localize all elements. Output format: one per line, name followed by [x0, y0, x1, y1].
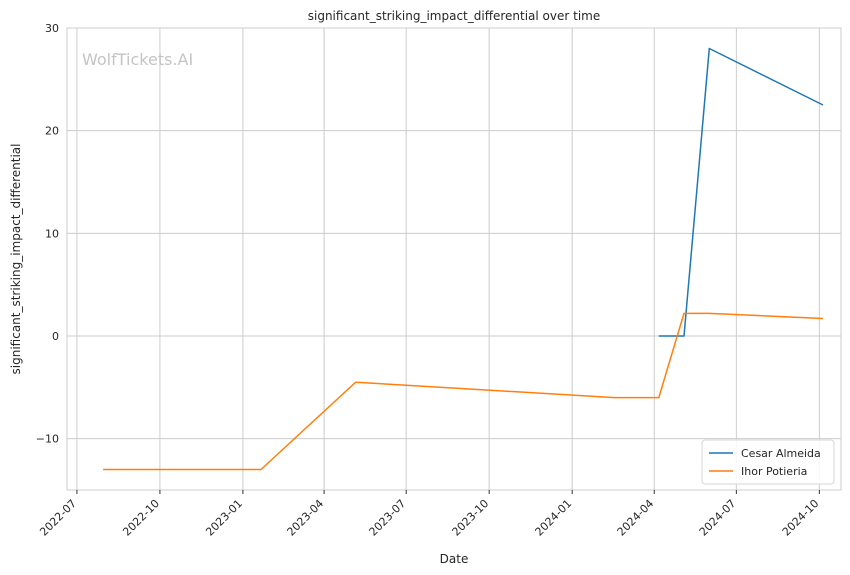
legend-label-cesar-almeida: Cesar Almeida: [741, 447, 821, 460]
x-axis-label: Date: [440, 552, 469, 566]
watermark: WolfTickets.AI: [82, 50, 193, 69]
y-tick-label: −10: [36, 433, 59, 446]
y-tick-label: 0: [52, 330, 59, 343]
y-tick-label: 30: [45, 22, 59, 35]
chart-title: significant_striking_impact_differential…: [308, 9, 600, 23]
series-line-ihor-potieria: [103, 312, 824, 471]
y-axis-ticks: −10 0 10 20 30: [36, 22, 59, 446]
grid-lines: [67, 27, 841, 490]
y-tick-label: 20: [45, 125, 59, 138]
legend: Cesar Almeida Ihor Potieria: [701, 439, 835, 485]
series-line-cesar-almeida: [658, 47, 824, 337]
legend-box: [701, 439, 835, 485]
series-lines: [103, 47, 824, 471]
legend-label-ihor-potieria: Ihor Potieria: [741, 465, 807, 478]
y-axis-label: significant_striking_impact_differential: [9, 144, 23, 375]
plot-frame: [66, 27, 842, 491]
y-tick-label: 10: [45, 227, 59, 240]
